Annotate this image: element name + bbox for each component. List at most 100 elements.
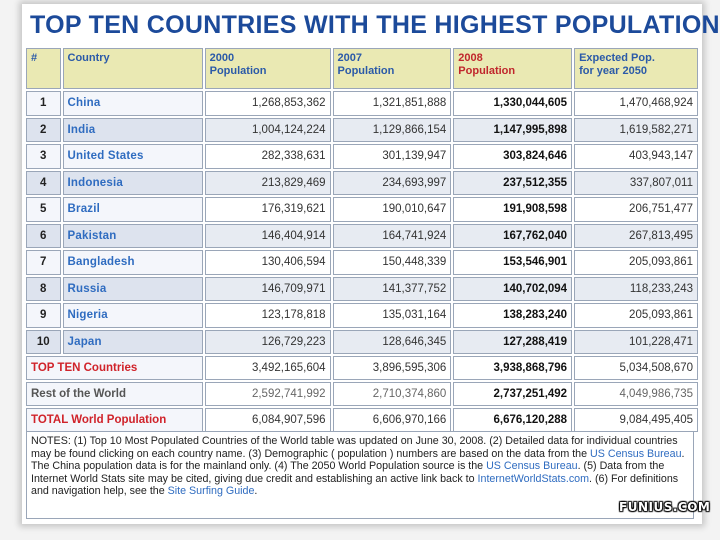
table-row: 8 Russia 146,709,971 141,377,752 140,702… (26, 276, 698, 301)
rank-cell: 3 (26, 144, 61, 169)
watermark-logo: FUNIUS.COM (619, 500, 711, 514)
notes-text: . (6) For definitions and navigation hel… (31, 472, 679, 498)
rank-cell: 6 (26, 223, 61, 248)
pop2008-cell: 153,546,901 (453, 250, 573, 275)
header-pop2008: 2008 Population (453, 48, 573, 89)
pop2000-cell: 2,592,741,992 (204, 382, 331, 406)
pop2050-cell: 206,751,477 (574, 197, 698, 222)
pop2000-cell: 1,268,853,362 (204, 91, 331, 116)
pop2007-cell: 1,129,866,154 (332, 117, 452, 142)
pop2008-cell: 1,147,995,898 (453, 117, 573, 142)
pop2050-cell: 403,943,147 (574, 144, 698, 169)
country-link[interactable]: India (62, 117, 203, 142)
rank-cell: 4 (26, 170, 61, 195)
pop2000-cell: 146,709,971 (204, 276, 331, 301)
pop2050-cell: 118,233,243 (574, 276, 698, 301)
pop2000-cell: 213,829,469 (204, 170, 331, 195)
table-header-row: # Country 2000 Population 2007 Population … (26, 48, 698, 89)
country-link[interactable]: Japan (62, 329, 203, 354)
top-ten-label: TOP TEN Countries (26, 356, 203, 380)
pop2008-cell: 6,676,120,288 (453, 408, 573, 432)
country-link[interactable]: China (62, 91, 203, 116)
pop2008-cell: 3,938,868,796 (453, 356, 573, 380)
country-link[interactable]: Russia (62, 276, 203, 301)
pop2050-cell: 9,084,495,405 (574, 408, 698, 432)
census-bureau-link[interactable]: US Census Bureau (590, 447, 682, 460)
table-row: 2 India 1,004,124,224 1,129,866,154 1,14… (26, 117, 698, 142)
pop2008-cell: 237,512,355 (453, 170, 573, 195)
pop2000-cell: 282,338,631 (204, 144, 331, 169)
header-pop2050: Expected Pop. for year 2050 (574, 48, 698, 89)
country-link[interactable]: United States (62, 144, 203, 169)
country-link[interactable]: Brazil (62, 197, 203, 222)
pop2000-cell: 146,404,914 (204, 223, 331, 248)
pop2000-cell: 1,004,124,224 (204, 117, 331, 142)
rank-cell: 9 (26, 303, 61, 328)
country-link[interactable]: Indonesia (62, 170, 203, 195)
pop2007-cell: 141,377,752 (332, 276, 452, 301)
header-pop2000: 2000 Population (204, 48, 331, 89)
pop2008-cell: 2,737,251,492 (453, 382, 573, 406)
pop2008-cell: 191,908,598 (453, 197, 573, 222)
pop2008-cell: 303,824,646 (453, 144, 573, 169)
table-row: 6 Pakistan 146,404,914 164,741,924 167,7… (26, 223, 698, 248)
table-row: 10 Japan 126,729,223 128,646,345 127,288… (26, 329, 698, 354)
pop2007-cell: 190,010,647 (332, 197, 452, 222)
table-row: 3 United States 282,338,631 301,139,947 … (26, 144, 698, 169)
rank-cell: 1 (26, 91, 61, 116)
table-row: 4 Indonesia 213,829,469 234,693,997 237,… (26, 170, 698, 195)
rank-cell: 7 (26, 250, 61, 275)
rank-cell: 2 (26, 117, 61, 142)
pop2008-cell: 138,283,240 (453, 303, 573, 328)
pop2007-cell: 301,139,947 (332, 144, 452, 169)
table-row: 9 Nigeria 123,178,818 135,031,164 138,28… (26, 303, 698, 328)
pop2008-cell: 127,288,419 (453, 329, 573, 354)
pop2000-cell: 126,729,223 (204, 329, 331, 354)
header-country: Country (62, 48, 203, 89)
pop2007-cell: 150,448,339 (332, 250, 452, 275)
census-bureau-link-2050[interactable]: US Census Bureau (486, 460, 578, 473)
country-link[interactable]: Pakistan (62, 223, 203, 248)
pop2000-cell: 123,178,818 (204, 303, 331, 328)
pop2000-cell: 130,406,594 (204, 250, 331, 275)
table-row: 1 China 1,268,853,362 1,321,851,888 1,33… (26, 91, 698, 116)
pop2050-cell: 205,093,861 (574, 303, 698, 328)
internetworldstats-link[interactable]: InternetWorldStats.com (477, 472, 590, 485)
totals-row-rest: Rest of the World 2,592,741,992 2,710,37… (26, 382, 698, 406)
population-table: # Country 2000 Population 2007 Population … (24, 46, 700, 434)
table-row: 5 Brazil 176,319,621 190,010,647 191,908… (26, 197, 698, 222)
pop2050-cell: 267,813,495 (574, 223, 698, 248)
notes-text: . (5) Data from the Internet World Stats… (31, 460, 665, 485)
pop2050-cell: 1,470,468,924 (574, 91, 698, 116)
rank-cell: 8 (26, 276, 61, 301)
pop2000-cell: 6,084,907,596 (204, 408, 331, 432)
title-band: TOP TEN COUNTRIES WITH THE HIGHEST POPUL… (24, 6, 720, 44)
notes-text: . The China population data is for the m… (31, 447, 685, 473)
pop2050-cell: 1,619,582,271 (574, 117, 698, 142)
pop2007-cell: 164,741,924 (332, 223, 452, 248)
totals-row-world: TOTAL World Population 6,084,907,596 6,6… (26, 408, 698, 432)
pop2050-cell: 337,807,011 (574, 170, 698, 195)
site-surfing-guide-link[interactable]: Site Surfing Guide (167, 485, 255, 498)
pop2008-cell: 140,702,094 (453, 276, 573, 301)
pop2050-cell: 5,034,508,670 (574, 356, 698, 380)
notes-text: . (254, 485, 258, 498)
pop2007-cell: 128,646,345 (332, 329, 452, 354)
pop2008-cell: 1,330,044,605 (453, 91, 573, 116)
pop2007-cell: 234,693,997 (332, 170, 452, 195)
pop2007-cell: 6,606,970,166 (332, 408, 452, 432)
pop2050-cell: 205,093,861 (574, 250, 698, 275)
page-title: TOP TEN COUNTRIES WITH THE HIGHEST POPUL… (30, 10, 720, 39)
country-link[interactable]: Bangladesh (62, 250, 203, 275)
pop2007-cell: 135,031,164 (332, 303, 452, 328)
pop2000-cell: 176,319,621 (204, 197, 331, 222)
pop2050-cell: 4,049,986,735 (574, 382, 698, 406)
header-rank: # (26, 48, 61, 89)
pop2050-cell: 101,228,471 (574, 329, 698, 354)
pop2007-cell: 3,896,595,306 (332, 356, 452, 380)
pop2007-cell: 2,710,374,860 (332, 382, 452, 406)
country-link[interactable]: Nigeria (62, 303, 203, 328)
pop2000-cell: 3,492,165,604 (204, 356, 331, 380)
rank-cell: 10 (26, 329, 61, 354)
world-total-label: TOTAL World Population (26, 408, 203, 432)
